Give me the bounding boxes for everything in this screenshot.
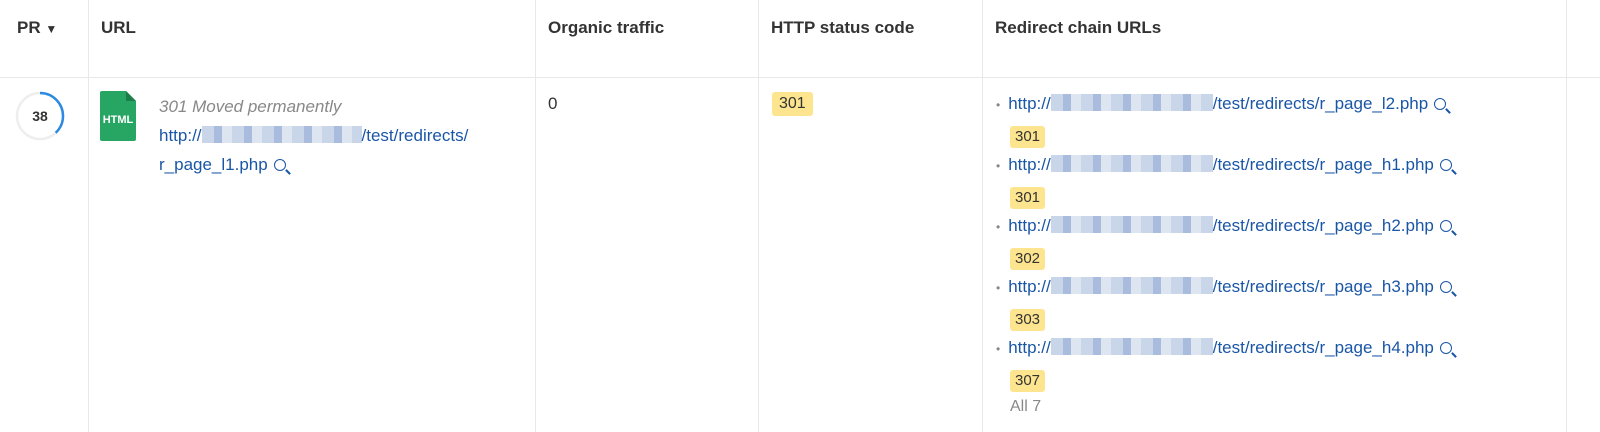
organic-value: 0 — [548, 94, 558, 113]
pr-header[interactable]: PR ▼ — [17, 18, 57, 38]
redacted-domain — [1050, 338, 1213, 355]
url-column — [89, 0, 536, 432]
search-icon[interactable] — [1439, 342, 1452, 354]
chain-status-badge: 302 — [1010, 247, 1046, 270]
chain-item: • http:// /test/redirects/r_page_l2.php — [996, 89, 1452, 121]
pr-column — [0, 0, 89, 432]
chain-url-link[interactable]: http:// /test/redirects/r_page_h3.php — [1008, 277, 1434, 296]
chain-url-link[interactable]: http:// /test/redirects/r_page_h1.php — [1008, 155, 1434, 174]
search-icon[interactable] — [273, 159, 286, 171]
chain-url-link[interactable]: http:// /test/redirects/r_page_l2.php — [1008, 94, 1428, 113]
url-suffix: /test/redirects/r_page_h3.php — [1212, 277, 1434, 296]
url-prefix: http:// — [1008, 216, 1051, 235]
chain-status-badge: 307 — [1010, 369, 1046, 392]
redacted-domain — [1050, 216, 1213, 233]
status-header[interactable]: HTTP status code — [771, 18, 915, 37]
pr-value: 38 — [32, 108, 48, 124]
search-icon[interactable] — [1434, 98, 1447, 110]
redacted-domain — [1050, 155, 1213, 172]
chain-item: • http:// /test/redirects/r_page_h3.php — [996, 272, 1452, 304]
url-prefix: http:// — [1008, 155, 1051, 174]
page-url-link[interactable]: http:// /test/redirects/r_page_l1.php — [159, 126, 468, 174]
status-column — [759, 0, 983, 432]
chain-header[interactable]: Redirect chain URLs — [995, 18, 1162, 37]
bullet: • — [996, 98, 1001, 112]
pr-header-label: PR — [17, 18, 41, 37]
redacted-domain — [1050, 277, 1213, 294]
url-suffix: /test/redirects/r_page_h4.php — [1212, 338, 1434, 357]
chain-status-badge: 303 — [1010, 308, 1046, 331]
url-suffix: /test/redirects/r_page_h2.php — [1212, 216, 1434, 235]
url-prefix: http:// — [1008, 277, 1051, 296]
chain-item: • http:// /test/redirects/r_page_h1.php — [996, 150, 1452, 182]
chain-status-badge: 301 — [1010, 186, 1046, 209]
redacted-domain — [1050, 94, 1213, 111]
bullet: • — [996, 159, 1001, 173]
redacted-domain — [201, 126, 362, 143]
url-suffix: /test/redirects/r_page_l2.php — [1212, 94, 1429, 113]
url-prefix: http:// — [1008, 338, 1051, 357]
chain-item: • http:// /test/redirects/r_page_h2.php — [996, 211, 1452, 243]
http-status-badge: 301 — [772, 92, 813, 116]
bullet: • — [996, 342, 1001, 356]
url-suffix: /test/redirects/r_page_h1.php — [1212, 155, 1434, 174]
search-icon[interactable] — [1439, 159, 1452, 171]
redirect-chain-list: • http:// /test/redirects/r_page_l2.php 301… — [996, 89, 1452, 420]
url-line2: r_page_l1.php — [159, 155, 268, 174]
chain-column — [983, 0, 1567, 432]
search-icon[interactable] — [1439, 220, 1452, 232]
file-type-label: HTML — [103, 114, 134, 126]
pr-ring: 38 — [15, 91, 65, 141]
organic-column — [536, 0, 759, 432]
bullet: • — [996, 220, 1001, 234]
all-redirects-link[interactable]: All 7 — [1010, 398, 1042, 415]
chain-url-link[interactable]: http:// /test/redirects/r_page_h4.php — [1008, 338, 1434, 357]
chain-status-badge: 301 — [1010, 125, 1046, 148]
url-prefix: http:// — [159, 126, 202, 145]
status-text: 301 Moved permanently — [159, 97, 342, 116]
search-icon[interactable] — [1439, 281, 1452, 293]
html-file-icon: HTML — [100, 91, 136, 141]
sort-desc-icon: ▼ — [45, 22, 58, 36]
chain-url-link[interactable]: http:// /test/redirects/r_page_h2.php — [1008, 216, 1434, 235]
url-header[interactable]: URL — [101, 18, 136, 37]
url-prefix: http:// — [1008, 94, 1051, 113]
url-suffix: /test/redirects/ — [361, 126, 469, 145]
organic-header[interactable]: Organic traffic — [548, 18, 665, 37]
chain-item: • http:// /test/redirects/r_page_h4.php — [996, 333, 1452, 365]
table-header — [0, 0, 1600, 78]
bullet: • — [996, 281, 1001, 295]
